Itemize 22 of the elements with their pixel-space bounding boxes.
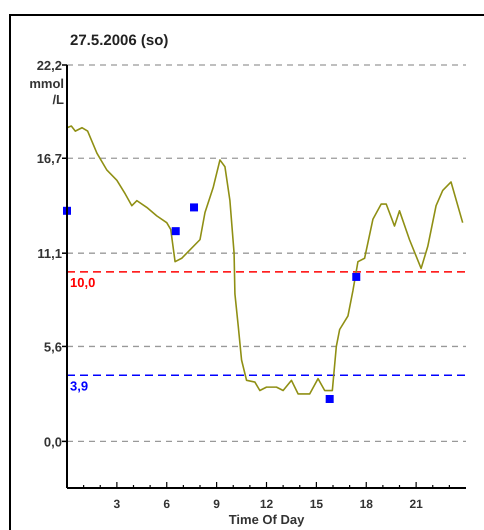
point	[326, 394, 334, 403]
y-axis-title: mmol /L	[29, 76, 64, 107]
x-tick-label: 9	[213, 497, 220, 511]
x-tick-label: 3	[114, 497, 121, 511]
x-axis-title: Time Of Day	[228, 512, 306, 527]
y-tick-label: 16,7	[36, 151, 62, 166]
x-tick-label: 12	[260, 497, 274, 511]
point	[352, 272, 360, 281]
x-tick-label: 15	[310, 497, 324, 511]
y-tick-label: 22,2	[36, 58, 62, 73]
point	[172, 227, 180, 236]
point	[190, 203, 198, 212]
y-tick-label: 0,0	[44, 434, 62, 450]
y-tick-label: 11,1	[37, 246, 62, 262]
ref-line-label: 3,9	[70, 378, 88, 394]
line-series	[66, 125, 464, 395]
x-tick-label: 18	[360, 497, 374, 511]
x-tick-label: 21	[409, 497, 424, 511]
y-tick-label: 5,6	[44, 339, 62, 354]
ref-line-label: 10,0	[70, 274, 96, 290]
chart-title: 27.5.2006 (so)	[70, 32, 168, 49]
x-tick-label: 6	[163, 497, 170, 511]
